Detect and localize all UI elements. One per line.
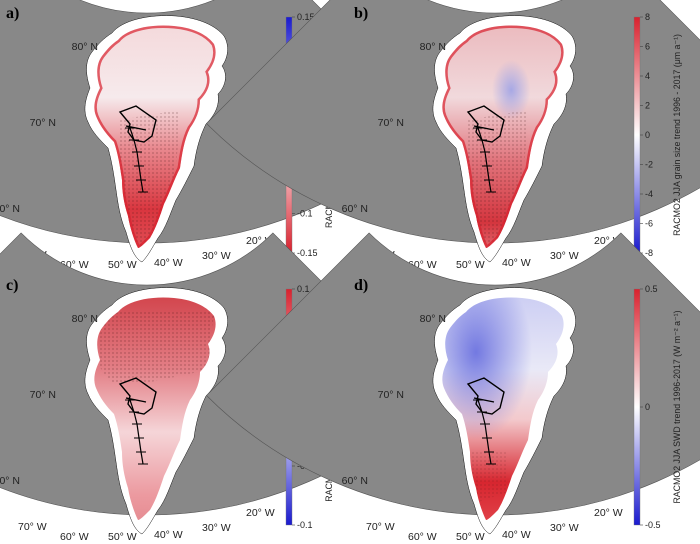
colorbar-tick-label: 4 <box>645 71 650 81</box>
longitude-label: 30° W <box>550 250 579 262</box>
longitude-label: 60° W <box>60 531 89 543</box>
basin-outline <box>118 377 157 415</box>
significance-stippling <box>96 312 214 384</box>
panel-letter: b) <box>354 5 368 22</box>
latitude-label: 70° N <box>30 117 56 129</box>
colorbar-tick-label: -0.1 <box>297 209 313 219</box>
latitude-label: 70° N <box>378 117 404 129</box>
longitude-label: 70° W <box>366 521 395 533</box>
longitude-label: 70° W <box>18 521 47 533</box>
panel-b: b)80° N70° N60° N70° W60° W50° W40° W30°… <box>206 0 700 271</box>
colorbar-tick-label: 0.15 <box>297 12 315 22</box>
colorbar-tick-label: 8 <box>645 12 650 22</box>
latitude-label: 70° N <box>30 389 56 401</box>
longitude-label: 20° W <box>246 507 275 519</box>
longitude-label: 40° W <box>154 529 183 541</box>
significance-stippling <box>468 452 508 502</box>
colorbar-tick-label: -0.1 <box>297 520 313 530</box>
latitude-label: 80° N <box>72 313 98 325</box>
colorbar-tick-label: -8 <box>645 248 653 258</box>
colorbar-tick-label: -4 <box>645 189 653 199</box>
colorbar-title: RACMO2 JJA SWD trend 1996-2017 (W m⁻² a⁻… <box>672 310 682 503</box>
colorbar-tick-label: -2 <box>645 160 653 170</box>
colorbar-tick-label: -0.15 <box>297 248 318 258</box>
panel-letter: a) <box>6 5 19 22</box>
flow-line <box>473 399 496 465</box>
colorbar <box>633 288 641 526</box>
longitude-label: 30° W <box>202 522 231 534</box>
latitude-label: 80° N <box>420 313 446 325</box>
longitude-label: 40° W <box>502 257 531 269</box>
colorbar-tick-label: 0 <box>645 402 650 412</box>
panel-d: d) 80° N 70° N 60° N 70° W 60° W 50° W 40° W 30°… <box>206 232 700 543</box>
significance-stippling <box>466 110 528 248</box>
latitude-label: 80° N <box>420 41 446 53</box>
basin-outline <box>118 105 157 143</box>
colorbar-tick-label: -0.5 <box>645 520 661 530</box>
colorbar-tick-label: 6 <box>645 42 650 52</box>
basin-outline <box>466 377 505 415</box>
longitude-label: 40° W <box>502 529 531 541</box>
latitude-label: 60° N <box>0 203 20 215</box>
colorbar-tick-label: 0.5 <box>645 284 658 294</box>
colorbar <box>633 16 641 254</box>
panel-letter: c) <box>6 277 18 294</box>
flow-line <box>473 127 496 193</box>
colorbar-title: RACMO2 JJA grain size trend 1996 - 2017 … <box>672 34 682 236</box>
colorbar-tick-label: 0.1 <box>297 284 310 294</box>
colorbar-tick-label: 0 <box>645 130 650 140</box>
longitude-label: 30° W <box>550 522 579 534</box>
longitude-label: 60° W <box>408 531 437 543</box>
latitude-label: 60° N <box>342 475 368 487</box>
latitude-label: 70° N <box>378 389 404 401</box>
longitude-label: 20° W <box>594 507 623 519</box>
longitude-label: 30° W <box>202 250 231 262</box>
flow-line <box>125 399 148 465</box>
longitude-label: 40° W <box>154 257 183 269</box>
longitude-label: 50° W <box>456 531 485 543</box>
latitude-label: 60° N <box>0 475 20 487</box>
colorbar-tick-label: -6 <box>645 219 653 229</box>
colorbar-tick-label: 2 <box>645 101 650 111</box>
latitude-label: 80° N <box>72 41 98 53</box>
longitude-label: 50° W <box>108 259 137 271</box>
latitude-label: 60° N <box>342 203 368 215</box>
significance-stippling <box>118 110 180 248</box>
longitude-label: 50° W <box>108 531 137 543</box>
basin-outline <box>466 105 505 143</box>
longitude-label: 50° W <box>456 259 485 271</box>
panel-letter: d) <box>354 277 368 294</box>
flow-line <box>125 127 148 193</box>
